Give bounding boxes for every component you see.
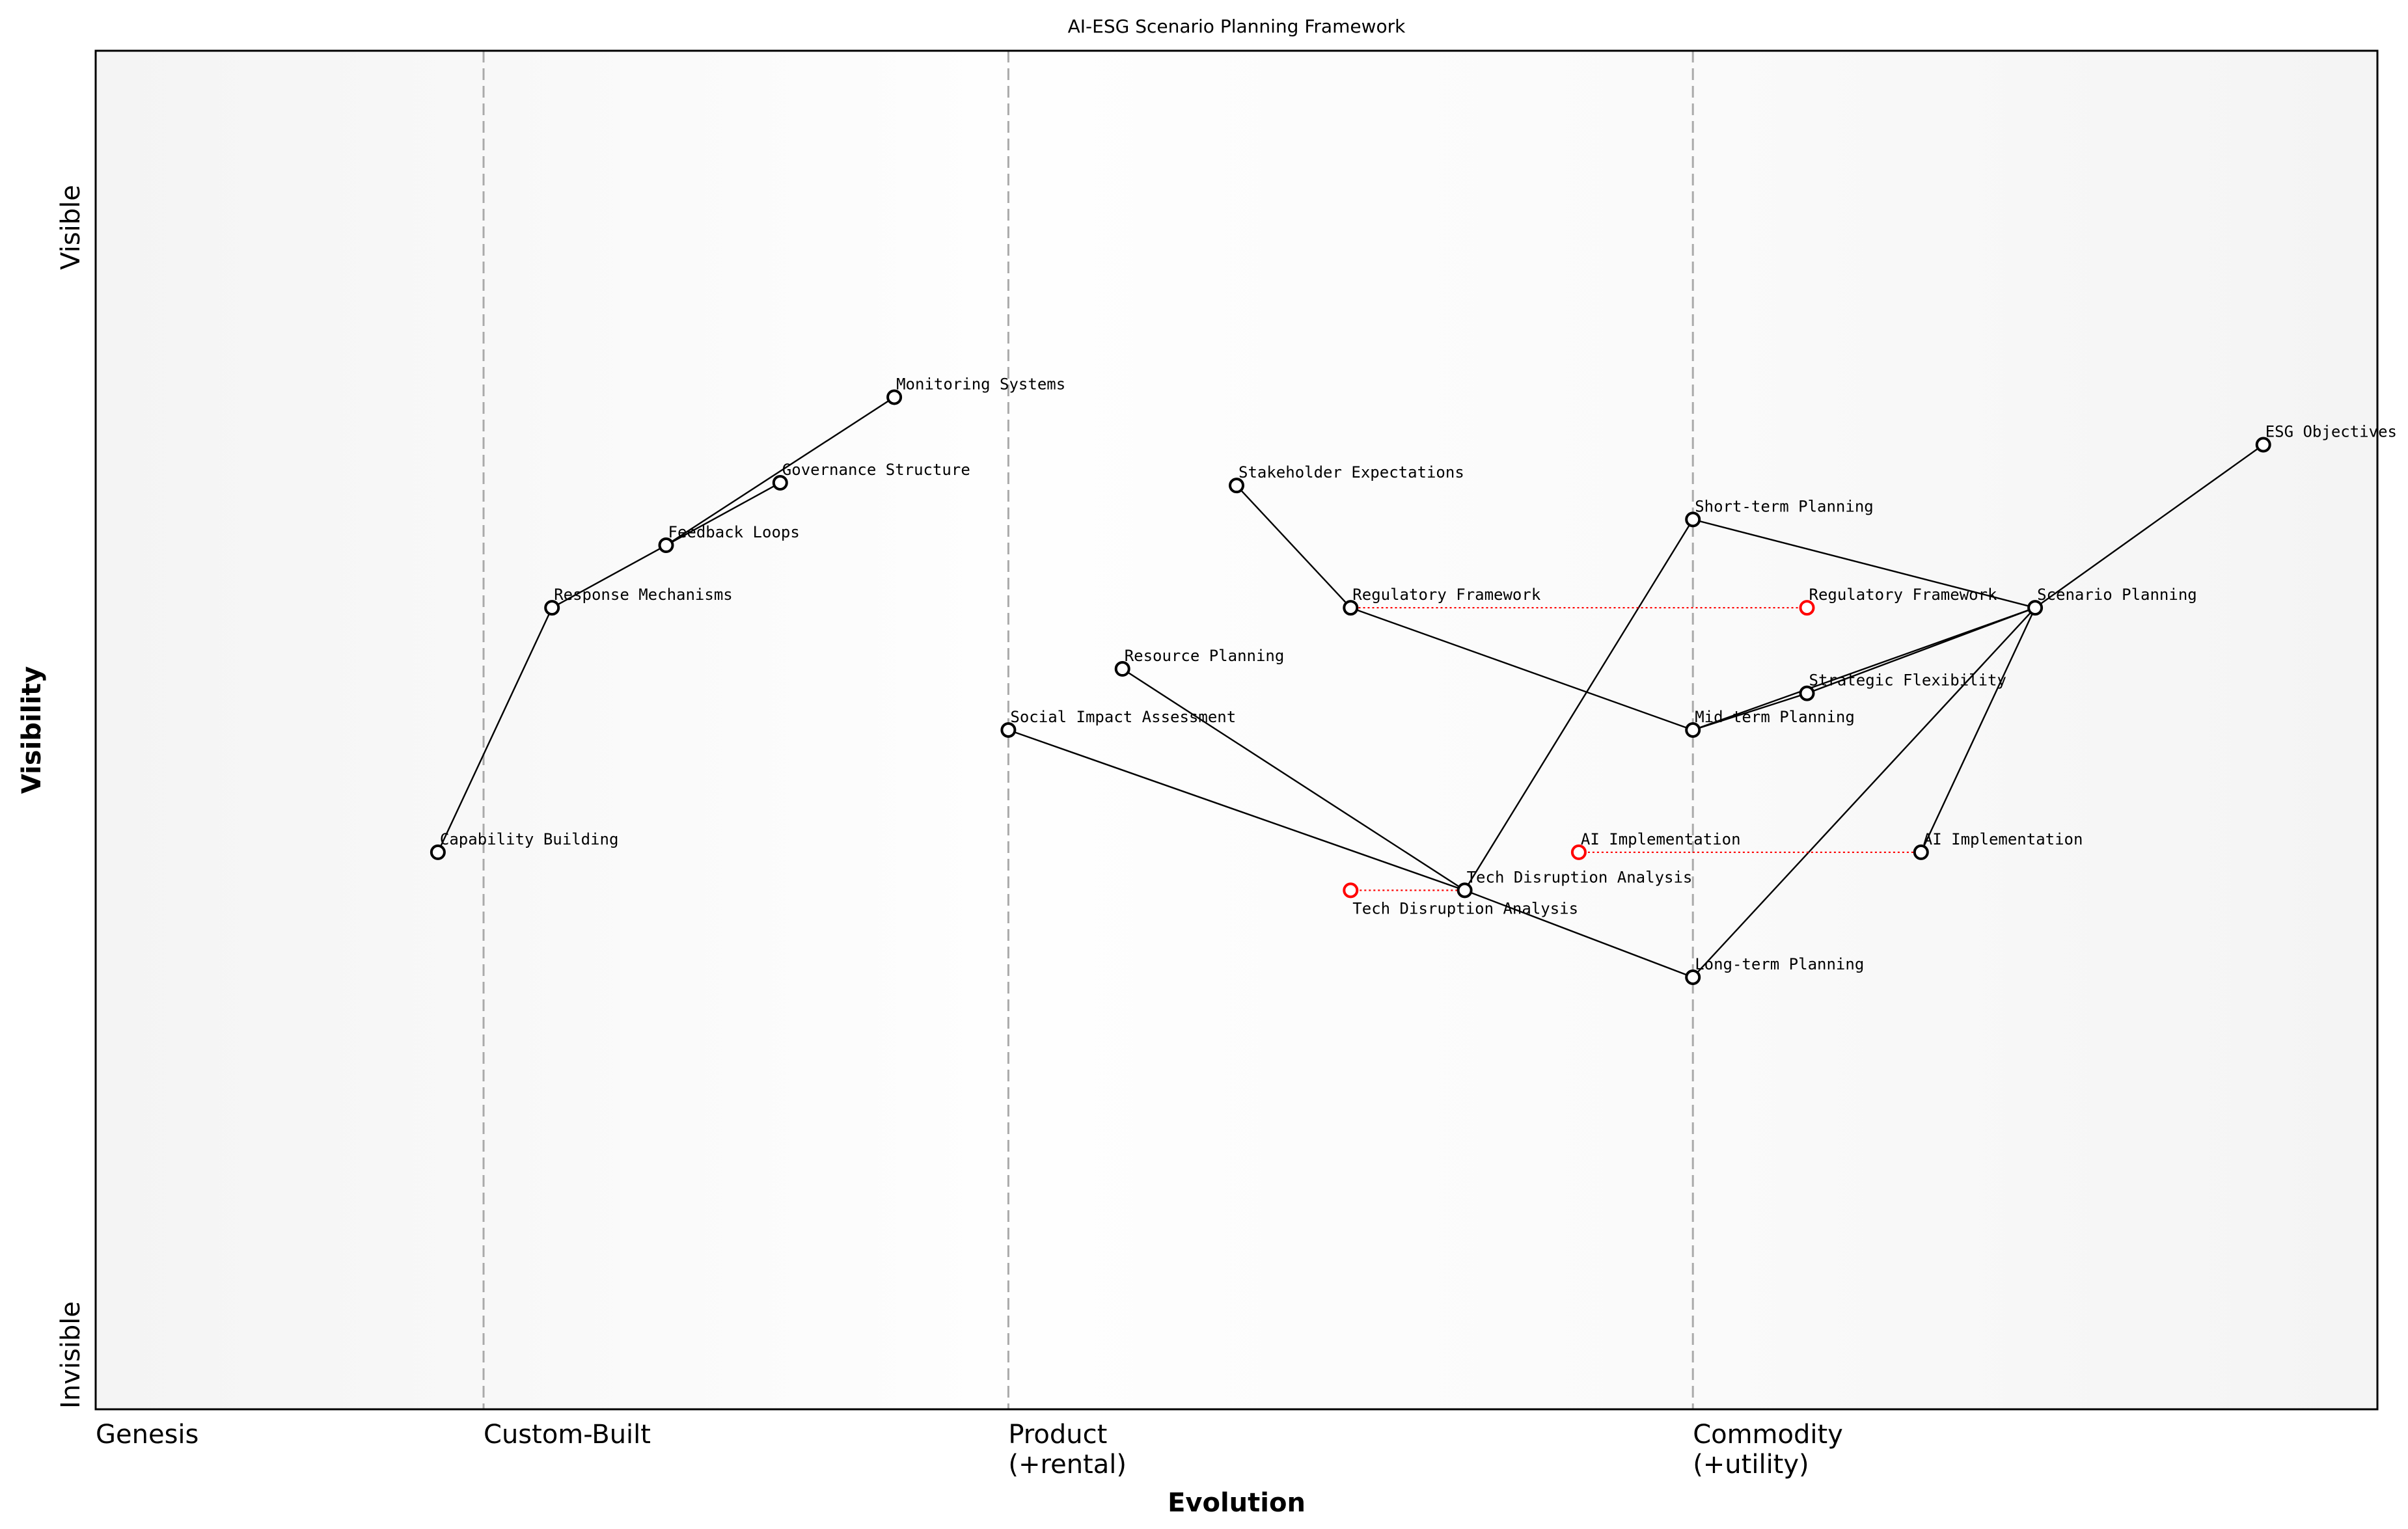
component-marker [1799, 685, 1815, 701]
y-axis-label: Visibility [17, 666, 47, 794]
component-label: Long-term Planning [1695, 955, 1864, 973]
evolved-component-marker [1799, 600, 1815, 616]
dependency-link [1464, 519, 1694, 891]
component-label: ESG Objectives [2265, 423, 2397, 441]
plot-background [96, 51, 2377, 1409]
dependency-link [1807, 606, 2036, 694]
component-label: Strategic Flexibility [1809, 671, 2006, 690]
dependency-link [665, 481, 781, 547]
component-marker [1685, 511, 1701, 528]
component-marker [544, 600, 560, 616]
evolved-component-label: Regulatory Framework [1809, 586, 1998, 604]
component-marker [1457, 882, 1473, 899]
dependency-link [437, 607, 553, 853]
dependency-link [1008, 729, 1465, 891]
dependency-link [1920, 607, 2036, 853]
x-tick-label-line: Product [1008, 1420, 1107, 1450]
component-label: Short-term Planning [1695, 497, 1874, 515]
x-tick-label-line: Custom-Built [484, 1420, 651, 1450]
plot-frame [94, 49, 2379, 1411]
evolved-component-marker [1570, 844, 1587, 860]
component-label: Social Impact Assessment [1010, 708, 1236, 726]
component-label: Stakeholder Expectations [1238, 463, 1464, 481]
x-tick-label: Commodity (+utility) [1693, 1420, 1843, 1480]
component-label: Capability Building [440, 830, 619, 848]
evolved-component-label: AI Implementation [1581, 830, 1741, 848]
x-tick-label-line: (+rental) [1008, 1450, 1127, 1480]
x-tick-label: Genesis [96, 1420, 198, 1450]
evolved-component-marker [1343, 882, 1359, 899]
dependency-link [1122, 668, 1466, 891]
x-tick-label: Custom-Built [484, 1420, 651, 1450]
dependency-link [2034, 444, 2264, 609]
evolved-component-label: Tech Disruption Analysis [1352, 899, 1578, 917]
component-label: Mid-term Planning [1695, 708, 1855, 726]
component-label: AI Implementation [1923, 830, 2083, 848]
component-marker [1000, 722, 1017, 738]
dependency-link [1350, 606, 1693, 731]
component-marker [430, 844, 446, 860]
dependency-link [1692, 607, 2036, 978]
x-tick-label: Product (+rental) [1008, 1420, 1127, 1480]
component-marker [1685, 969, 1701, 986]
chart-title: AI-ESG Scenario Planning Framework [1068, 16, 1406, 37]
component-label: Governance Structure [782, 461, 970, 479]
component-marker [1343, 600, 1359, 616]
component-marker [658, 537, 674, 554]
component-marker [886, 389, 903, 405]
x-tick-label-line: Commodity [1693, 1420, 1843, 1450]
component-label: Regulatory Framework [1352, 586, 1541, 604]
y-tick-label: Visible [56, 185, 86, 270]
x-axis-label: Evolution [1168, 1488, 1306, 1518]
dependency-link [1692, 606, 2036, 731]
dependency-link [1692, 519, 2036, 609]
dependency-link [1464, 889, 1693, 979]
component-marker [1114, 661, 1130, 677]
component-label: Feedback Loops [668, 523, 800, 541]
component-marker [2027, 600, 2044, 616]
component-label: Resource Planning [1125, 647, 1285, 665]
dependency-link [1692, 692, 1807, 731]
component-label: Response Mechanisms [554, 586, 733, 604]
component-label: Tech Disruption Analysis [1467, 868, 1693, 886]
x-tick-label-line: (+utility) [1693, 1450, 1809, 1480]
component-label: Monitoring Systems [896, 375, 1065, 393]
y-tick-label: Invisible [56, 1301, 86, 1409]
dependency-link [551, 544, 667, 609]
component-marker [2255, 437, 2271, 453]
component-marker [1685, 722, 1701, 738]
component-marker [1229, 478, 1244, 494]
x-tick-label-line: Genesis [96, 1420, 198, 1450]
component-marker [1913, 844, 1929, 860]
component-marker [772, 474, 788, 491]
dependency-link [665, 396, 895, 547]
dependency-link [1236, 485, 1352, 608]
component-label: Scenario Planning [2037, 586, 2197, 604]
